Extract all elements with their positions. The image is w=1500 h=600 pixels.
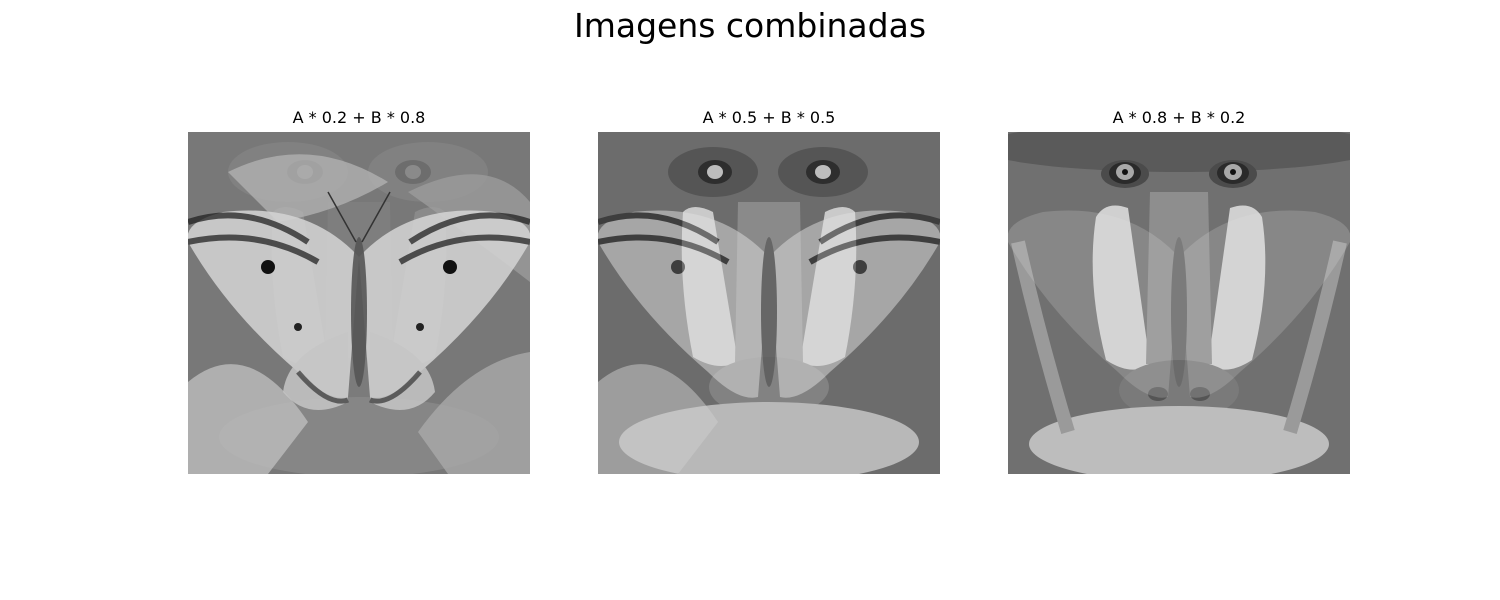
blended-image-3 <box>1008 132 1350 474</box>
butterfly-layer <box>188 132 530 474</box>
image-panel-3: A * 0.8 + B * 0.2 <box>1008 104 1350 474</box>
panel-title-1: A * 0.2 + B * 0.8 <box>292 108 426 127</box>
butterfly-layer <box>598 210 940 474</box>
panel-title-3: A * 0.8 + B * 0.2 <box>1112 108 1246 127</box>
image-panel-2: A * 0.5 + B * 0.5 <box>598 104 940 474</box>
blended-image-1 <box>188 132 530 474</box>
panel-title-2: A * 0.5 + B * 0.5 <box>702 108 836 127</box>
butterfly-layer <box>1008 210 1350 398</box>
image-panel-1: A * 0.2 + B * 0.8 <box>188 104 530 474</box>
figure-title: Imagens combinadas <box>573 6 927 45</box>
mandrill-layer <box>1008 132 1350 474</box>
blended-image-2 <box>598 132 940 474</box>
